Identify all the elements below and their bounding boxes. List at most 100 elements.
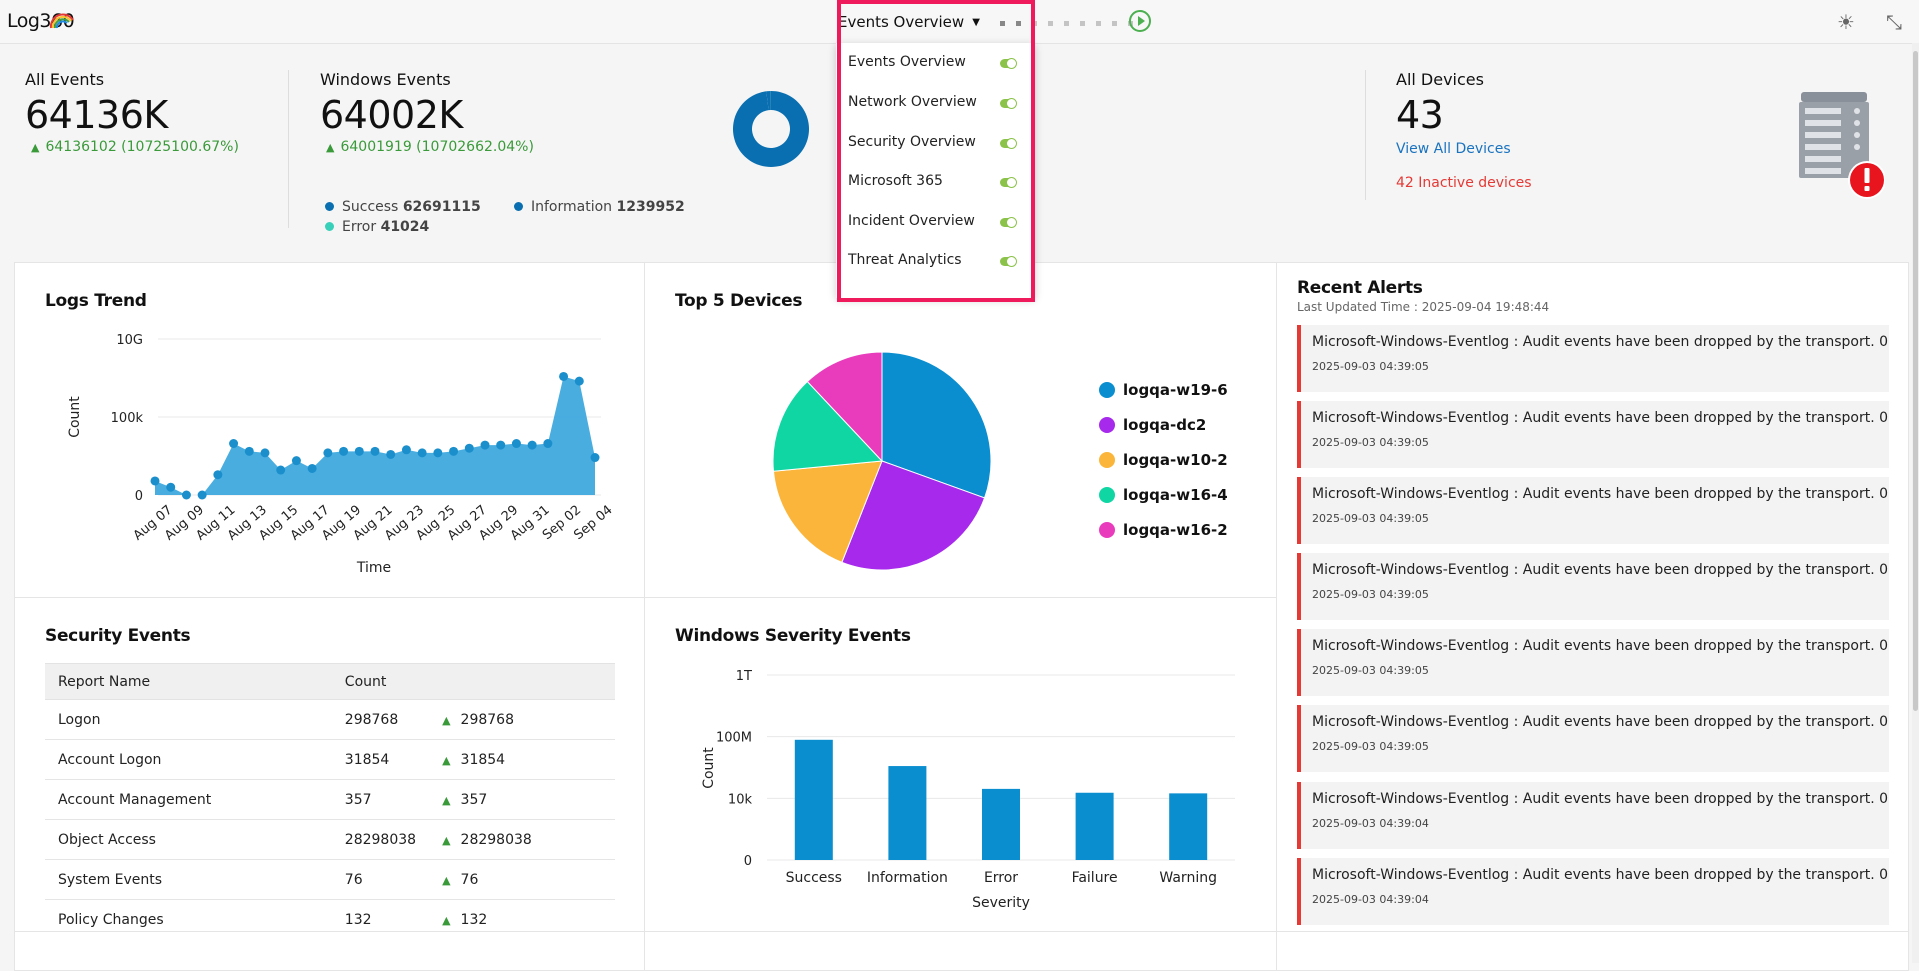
legend-label: Information <box>531 199 612 215</box>
toggle-microsoft-365[interactable] <box>1000 178 1016 187</box>
carousel-dot[interactable] <box>1000 21 1005 26</box>
y-tick-label: 1T <box>736 669 752 684</box>
carousel-dot[interactable] <box>1080 21 1085 26</box>
alert-time: 2025-09-03 04:39:04 <box>1312 893 1889 906</box>
table-row[interactable]: Account Management357357 <box>45 780 615 820</box>
report-name[interactable]: Object Access <box>45 820 332 860</box>
x-tick-label: Failure <box>1072 870 1118 886</box>
table-row[interactable]: Logon298768298768 <box>45 700 615 740</box>
alert-message: Microsoft-Windows-Eventlog : Audit event… <box>1312 334 1889 350</box>
alert-item[interactable]: Microsoft-Windows-Eventlog : Audit event… <box>1297 325 1889 392</box>
x-axis-label: Severity <box>972 895 1030 911</box>
chevron-down-icon: ▼ <box>972 17 980 28</box>
alert-time: 2025-09-03 04:39:05 <box>1312 512 1889 525</box>
scrollbar-track[interactable] <box>1912 43 1919 963</box>
alert-item[interactable]: Microsoft-Windows-Eventlog : Audit event… <box>1297 705 1889 772</box>
data-point <box>323 448 332 457</box>
toggle-security-overview[interactable] <box>1000 139 1016 148</box>
inactive-devices-link[interactable]: 42 Inactive devices <box>1396 175 1532 191</box>
alert-item[interactable]: Microsoft-Windows-Eventlog : Audit event… <box>1297 477 1889 544</box>
play-icon[interactable] <box>1129 10 1151 32</box>
legend-marker <box>1099 452 1115 468</box>
legend-label: logqa-w16-4 <box>1123 486 1228 504</box>
data-point <box>559 372 568 381</box>
carousel-dot[interactable] <box>1048 21 1053 26</box>
toggle-network-overview[interactable] <box>1000 99 1016 108</box>
menu-item-threat-analytics[interactable]: Threat Analytics <box>848 252 962 268</box>
report-name[interactable]: System Events <box>45 860 332 900</box>
table-row[interactable]: Account Logon3185431854 <box>45 740 615 780</box>
alert-item[interactable]: Microsoft-Windows-Eventlog : Audit event… <box>1297 401 1889 468</box>
report-trend: 298768 <box>442 712 514 728</box>
carousel-dot[interactable] <box>1064 21 1069 26</box>
legend-label: Error <box>342 219 376 235</box>
alert-message: Microsoft-Windows-Eventlog : Audit event… <box>1312 867 1889 883</box>
bar <box>1169 793 1207 860</box>
dashboard-select[interactable]: Events Overview ▼ <box>838 8 980 36</box>
y-tick-label: 10k <box>728 792 753 807</box>
collapse-icon[interactable]: ⤡ <box>1880 8 1908 36</box>
toggle-incident-overview[interactable] <box>1000 218 1016 227</box>
toggle-threat-analytics[interactable] <box>1000 257 1016 266</box>
carousel-dot[interactable] <box>1096 21 1101 26</box>
legend-success: Success 62691115 <box>325 199 481 215</box>
alert-item[interactable]: Microsoft-Windows-Eventlog : Audit event… <box>1297 629 1889 696</box>
legend-dot <box>325 222 334 231</box>
alert-item[interactable]: Microsoft-Windows-Eventlog : Audit event… <box>1297 858 1889 925</box>
panel-below <box>14 931 645 971</box>
windows-events-value: 64002K <box>320 93 534 137</box>
alert-item[interactable]: Microsoft-Windows-Eventlog : Audit event… <box>1297 782 1889 849</box>
report-trend: 357 <box>442 792 487 808</box>
legend-marker <box>1099 522 1115 538</box>
report-name[interactable]: Logon <box>45 700 332 740</box>
table-row[interactable]: System Events7676 <box>45 860 615 900</box>
scrollbar-thumb[interactable] <box>1913 51 1918 711</box>
table-row[interactable]: Object Access2829803828298038 <box>45 820 615 860</box>
x-tick-label: Warning <box>1159 870 1217 886</box>
toggle-events-overview[interactable] <box>1000 59 1016 68</box>
carousel-dot[interactable] <box>1032 21 1037 26</box>
menu-item-incident-overview[interactable]: Incident Overview <box>848 213 975 229</box>
legend-label: logqa-w16-2 <box>1123 521 1228 539</box>
legend-dot <box>325 202 334 211</box>
menu-item-security-overview[interactable]: Security Overview <box>848 134 976 150</box>
data-point <box>496 441 505 450</box>
y-tick-label: 10G <box>116 333 143 348</box>
legend-label: logqa-dc2 <box>1123 416 1206 434</box>
view-all-devices-link[interactable]: View All Devices <box>1396 141 1532 157</box>
x-tick-label: Success <box>786 870 842 886</box>
report-name[interactable]: Account Management <box>45 780 332 820</box>
top-devices-chart[interactable]: logqa-w19-6logqa-dc2logqa-w10-2logqa-w16… <box>645 263 1278 599</box>
menu-item-microsoft-365[interactable]: Microsoft 365 <box>848 173 943 189</box>
app-logo[interactable]: Log360 <box>7 10 74 32</box>
legend-value: 41024 <box>381 219 430 235</box>
column-header-report-name[interactable]: Report Name <box>45 664 332 700</box>
panel-title: Recent Alerts <box>1297 278 1423 298</box>
carousel-dot[interactable] <box>1016 21 1021 26</box>
report-name[interactable]: Account Logon <box>45 740 332 780</box>
carousel-dot[interactable] <box>1112 21 1117 26</box>
legend-label: logqa-w10-2 <box>1123 451 1228 469</box>
y-axis-label: Count <box>701 747 717 789</box>
alert-item[interactable]: Microsoft-Windows-Eventlog : Audit event… <box>1297 553 1889 620</box>
report-count: 31854 <box>332 740 429 780</box>
column-header-count[interactable]: Count <box>332 664 429 700</box>
alert-message: Microsoft-Windows-Eventlog : Audit event… <box>1312 410 1889 426</box>
menu-item-network-overview[interactable]: Network Overview <box>848 94 977 110</box>
bar <box>1076 793 1114 860</box>
alert-time: 2025-09-03 04:39:05 <box>1312 588 1889 601</box>
all-devices-label: All Devices <box>1396 70 1532 89</box>
brightness-icon[interactable]: ☀ <box>1832 8 1860 36</box>
alert-time: 2025-09-03 04:39:05 <box>1312 360 1889 373</box>
dashboard-select-label: Events Overview <box>838 13 964 31</box>
data-point <box>371 447 380 456</box>
bar <box>888 766 926 860</box>
data-point <box>245 447 254 456</box>
menu-item-events-overview[interactable]: Events Overview <box>848 54 966 70</box>
data-point <box>465 444 474 453</box>
carousel-dots[interactable] <box>1000 21 1133 26</box>
alert-message: Microsoft-Windows-Eventlog : Audit event… <box>1312 562 1889 578</box>
